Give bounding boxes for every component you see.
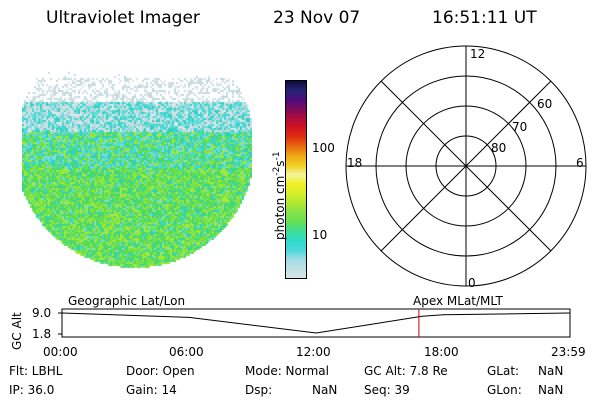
status-mode: Mode: Normal (245, 364, 329, 378)
colorbar (285, 80, 307, 279)
timeline-ytick-top: 9.0 (32, 306, 52, 320)
xtick-06: 06:00 (169, 345, 204, 359)
mlt-label-0: 0 (468, 276, 476, 290)
status-door: Door: Open (126, 364, 195, 378)
xtick-18: 18:00 (424, 345, 459, 359)
mlt-label-6: 6 (576, 156, 584, 170)
status-glat-value: NaN (538, 364, 564, 378)
colorbar-tick-100: 100 (312, 141, 335, 155)
app-title: Ultraviolet Imager (46, 8, 200, 28)
status-gc-alt: GC Alt: 7.8 Re (364, 364, 448, 378)
xtick-00: 00:00 (43, 345, 78, 359)
header-time: 16:51:11 UT (432, 8, 537, 28)
header-date: 23 Nov 07 (273, 8, 361, 28)
status-dsp-value: NaN (312, 383, 338, 397)
status-gain: Gain: 14 (126, 383, 177, 397)
xtick-12: 12:00 (296, 345, 331, 359)
altitude-line (61, 312, 571, 334)
timeline-left-label: Geographic Lat/Lon (68, 294, 186, 308)
status-ip: IP: 36.0 (9, 383, 55, 397)
polar-grid (345, 45, 587, 287)
colorbar-tick-10: 10 (312, 228, 328, 242)
status-dsp: Dsp: (245, 383, 273, 397)
status-glon: GLon: (487, 383, 522, 397)
lat-label-80: 80 (491, 141, 507, 155)
status-glon-value: NaN (538, 383, 564, 397)
status-filter: Flt: LBHL (9, 364, 63, 378)
timeline-ytick-bottom: 1.8 (32, 327, 52, 341)
timeline-right-label: Apex MLat/MLT (413, 294, 503, 308)
timeline-axis-label: GC Alt (10, 312, 24, 350)
status-glat: GLat: (487, 364, 520, 378)
mlt-label-18: 18 (347, 156, 363, 170)
timeline-ticks (58, 312, 62, 335)
aurora-image (22, 72, 252, 287)
timeline-frame (61, 308, 571, 338)
mlt-label-12: 12 (470, 47, 486, 61)
lat-label-70: 70 (512, 120, 528, 134)
xtick-2359: 23:59 (551, 345, 586, 359)
lat-label-60: 60 (537, 97, 553, 111)
status-seq: Seq: 39 (364, 383, 410, 397)
